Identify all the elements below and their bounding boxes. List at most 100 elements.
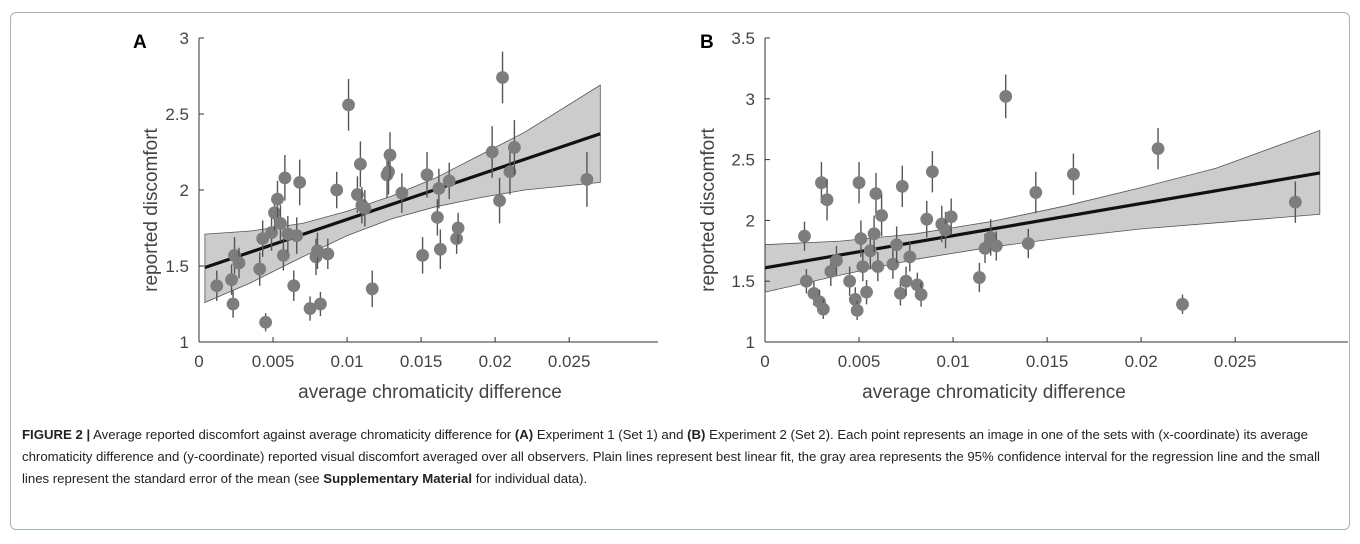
caption-figure-label: FIGURE 2 |	[22, 427, 91, 442]
point-marker	[253, 262, 267, 276]
panel-a-chart: 1 1.5 2 2.5 3 0 0.005 0.01 0.015 0.02 0.025 A repo…	[133, 29, 658, 403]
caption-text-3: Experiment 2 (Set 2). Each point represe…	[22, 427, 1320, 486]
point-marker	[416, 248, 429, 262]
point-marker	[1029, 186, 1043, 199]
point-marker	[1151, 142, 1165, 156]
y-tick-label: 3.5	[731, 29, 755, 48]
data-point-b	[914, 282, 928, 307]
point-marker	[303, 302, 317, 315]
data-point-b	[925, 151, 939, 193]
y-tick-label: 1	[746, 333, 755, 352]
point-marker	[854, 232, 868, 246]
data-point-a	[342, 79, 355, 131]
point-marker	[816, 302, 830, 316]
point-marker	[365, 282, 379, 296]
data-point-b	[869, 172, 883, 215]
x-tick-label: 0.015	[400, 352, 443, 371]
data-point-b	[867, 215, 881, 253]
point-marker	[1176, 297, 1189, 311]
data-point-b	[815, 162, 828, 204]
point-marker	[843, 274, 857, 288]
axes-a: 1 1.5 2 2.5 3 0 0.005 0.01 0.015 0.02 0.025	[165, 29, 658, 371]
data-point-b	[1067, 153, 1080, 195]
data-point-b	[972, 262, 986, 293]
data-point-b	[894, 281, 907, 306]
y-tick-label: 2	[746, 211, 755, 230]
point-marker	[890, 238, 904, 252]
point-marker	[999, 89, 1013, 103]
point-marker	[276, 248, 290, 262]
data-point-b	[944, 198, 958, 235]
data-point-b	[854, 220, 868, 257]
point-marker	[914, 288, 928, 301]
points-a	[210, 51, 594, 332]
ci-band-area-b	[764, 129, 1321, 293]
x-tick-label: 0.015	[1026, 352, 1069, 371]
point-marker	[351, 188, 364, 201]
caption-text-4: for individual data).	[472, 471, 588, 486]
data-point-b	[856, 252, 870, 282]
data-point-a	[311, 232, 324, 270]
point-marker	[863, 244, 877, 258]
point-marker	[210, 279, 224, 293]
y-axis-label-b: reported discomfort	[698, 127, 719, 291]
data-point-a	[496, 51, 509, 104]
point-marker	[259, 315, 273, 329]
point-marker	[507, 141, 521, 154]
data-point-a	[430, 199, 444, 236]
point-marker	[274, 217, 287, 230]
point-marker	[342, 98, 355, 112]
data-point-a	[271, 180, 284, 218]
point-marker	[395, 186, 409, 200]
regression-line-a	[204, 132, 601, 270]
data-point-b	[875, 194, 888, 237]
point-marker	[503, 165, 517, 179]
panel-label-a: A	[133, 32, 147, 53]
data-point-a	[433, 229, 447, 270]
x-tick-label: 0.025	[1214, 352, 1257, 371]
y-tick-label: 2.5	[731, 151, 755, 170]
x-axis-label-a: average chromaticity difference	[298, 382, 562, 403]
point-marker	[869, 187, 883, 201]
data-point-a	[383, 132, 397, 178]
data-point-a	[395, 173, 409, 213]
point-marker	[450, 232, 464, 246]
regression-line-b	[764, 171, 1321, 270]
point-marker	[430, 210, 444, 224]
x-tick-label: 0.02	[479, 352, 512, 371]
point-marker	[496, 71, 509, 84]
data-point-a	[358, 190, 372, 227]
point-marker	[871, 260, 885, 274]
data-point-b	[1029, 171, 1043, 214]
y-tick-label: 1.5	[165, 257, 189, 276]
point-marker	[311, 244, 324, 258]
point-marker	[856, 260, 870, 274]
point-marker	[850, 303, 864, 317]
point-marker	[432, 182, 446, 195]
y-tick-label: 1.5	[731, 272, 755, 291]
point-marker	[442, 174, 456, 188]
data-point-b	[895, 165, 909, 208]
x-tick-label: 0.025	[548, 352, 591, 371]
point-marker	[420, 168, 434, 182]
figure-caption: FIGURE 2 | Average reported discomfort a…	[22, 424, 1340, 490]
y-tick-label: 3	[746, 90, 755, 109]
panel-label-b: B	[700, 32, 714, 53]
data-point-a	[432, 168, 446, 209]
data-point-b	[850, 300, 864, 321]
x-tick-label: 0	[194, 352, 203, 371]
data-point-a	[314, 291, 327, 317]
axes-b: 1 1.5 2 2.5 3 3.5 0 0.005 0.01 0.015 0.02 0.025	[731, 29, 1348, 371]
data-point-b	[1288, 181, 1302, 223]
caption-supplementary-link[interactable]: Supplementary Material	[323, 471, 473, 486]
x-tick-label: 0.005	[252, 352, 295, 371]
caption-text-2: Experiment 1 (Set 1) and	[533, 427, 688, 442]
point-marker	[580, 172, 594, 186]
data-point-a	[303, 296, 317, 321]
point-marker	[287, 279, 301, 293]
y-tick-label: 1	[180, 333, 189, 352]
data-point-b	[890, 226, 904, 263]
point-marker	[271, 192, 284, 206]
point-marker	[899, 274, 913, 288]
caption-ref-a: (A)	[514, 427, 534, 442]
